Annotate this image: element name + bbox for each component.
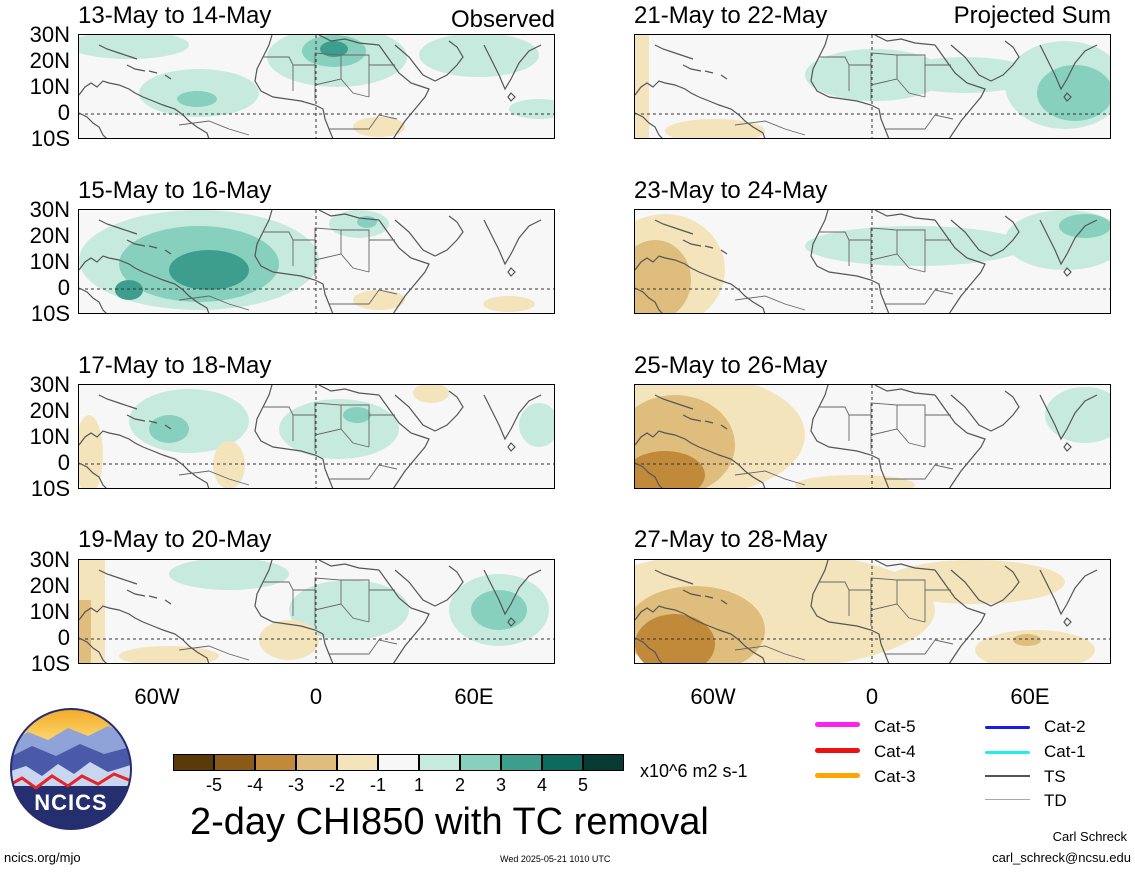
x-tick-left-0: 0 [309,684,323,709]
x-tick-right-60e: 60E [1010,684,1050,709]
colorbar-bin [460,754,501,771]
panel-1-title: 13-May to 14-May [78,2,272,29]
colorbar-bin [501,754,542,771]
y-tick: 30N [29,547,70,572]
colorbar [173,754,626,771]
x-tick-right-0: 0 [865,684,879,709]
colorbar-bin [583,754,624,771]
y-tick: 20N [29,398,70,423]
y-tick: 0 [57,450,70,475]
colorbar-tick: -2 [328,775,345,795]
colorbar-bin [255,754,296,771]
legend-swatch-cat3 [815,773,860,778]
legend-label-cat1: Cat-1 [1044,742,1086,761]
map-panel-3 [78,209,555,314]
map-panel-2 [634,34,1111,139]
legend-swatch-cat4 [815,748,860,753]
legend-swatch-ts [985,775,1030,777]
colorbar-tick: 1 [413,775,424,795]
panel-2-label: Projected Sum [953,2,1111,29]
colorbar-tick: -1 [369,775,386,795]
y-tick: 10S [30,301,70,326]
y-tick: 0 [57,275,70,300]
legend-swatch-cat2 [985,726,1030,729]
map-panel-7 [78,559,555,664]
x-tick-right-60w: 60W [690,684,736,709]
colorbar-bin [296,754,337,771]
panel-6-title: 25-May to 26-May [634,352,828,379]
colorbar-bin [419,754,460,771]
y-tick: 0 [57,625,70,650]
footer-timestamp: Wed 2025-05-21 1010 UTC [500,854,611,864]
legend-swatch-cat1 [985,751,1030,754]
panel-3-title: 15-May to 16-May [78,177,272,204]
colorbar-bin [337,754,378,771]
colorbar-tick: 4 [536,775,547,795]
colorbar-bin [542,754,583,771]
y-tick: 10N [29,424,70,449]
panel-2-title: 21-May to 22-May [634,2,828,29]
y-tick: 20N [29,223,70,248]
colorbar-tick: -5 [205,775,222,795]
y-tick: 10S [30,651,70,676]
x-tick-left-60w: 60W [134,684,180,709]
panel-8-title: 27-May to 28-May [634,526,828,553]
logo-text: NCICS [34,790,108,815]
legend-swatch-td [985,799,1030,800]
y-tick: 0 [57,100,70,125]
panel-7-title: 19-May to 20-May [78,526,272,553]
colorbar-tick: -4 [246,775,263,795]
panel-4-title: 23-May to 24-May [634,177,828,204]
legend-label-cat5: Cat-5 [874,717,916,736]
colorbar-tick: 3 [495,775,506,795]
colorbar-tick: 2 [454,775,465,795]
colorbar-units: x10^6 m2 s-1 [640,761,748,781]
legend-label-cat3: Cat-3 [874,767,916,786]
map-panel-8 [634,559,1111,664]
y-tick: 10S [30,476,70,501]
colorbar-bin [173,754,214,771]
map-panel-1 [78,34,555,139]
y-tick: 10N [29,599,70,624]
panel-1-label: Observed [450,6,555,33]
colorbar-bin [214,754,255,771]
legend-label-cat2: Cat-2 [1044,717,1086,736]
colorbar-tick: 5 [577,775,588,795]
y-tick: 30N [29,197,70,222]
footer-email: carl_schreck@ncsu.edu [992,850,1131,865]
legend-label-cat4: Cat-4 [874,742,916,761]
map-panel-4 [634,209,1111,314]
figure-title: 2-day CHI850 with TC removal [190,801,709,843]
colorbar-tick: -3 [287,775,304,795]
map-panel-6 [634,384,1111,489]
y-tick: 30N [29,22,70,47]
x-tick-left-60e: 60E [454,684,494,709]
legend-label-ts: TS [1044,767,1066,786]
footer-url: ncics.org/mjo [4,850,81,865]
y-tick: 20N [29,573,70,598]
y-tick: 10N [29,249,70,274]
colorbar-bin [378,754,419,771]
y-tick: 10N [29,74,70,99]
y-tick: 20N [29,48,70,73]
panel-5-title: 17-May to 18-May [78,352,272,379]
map-panel-5 [78,384,555,489]
legend-swatch-cat5 [815,722,860,727]
footer-author: Carl Schreck [1052,829,1127,844]
legend-label-td: TD [1044,791,1067,810]
y-tick: 30N [29,372,70,397]
ncics-logo: NCICS [8,706,134,832]
y-tick: 10S [30,126,70,151]
